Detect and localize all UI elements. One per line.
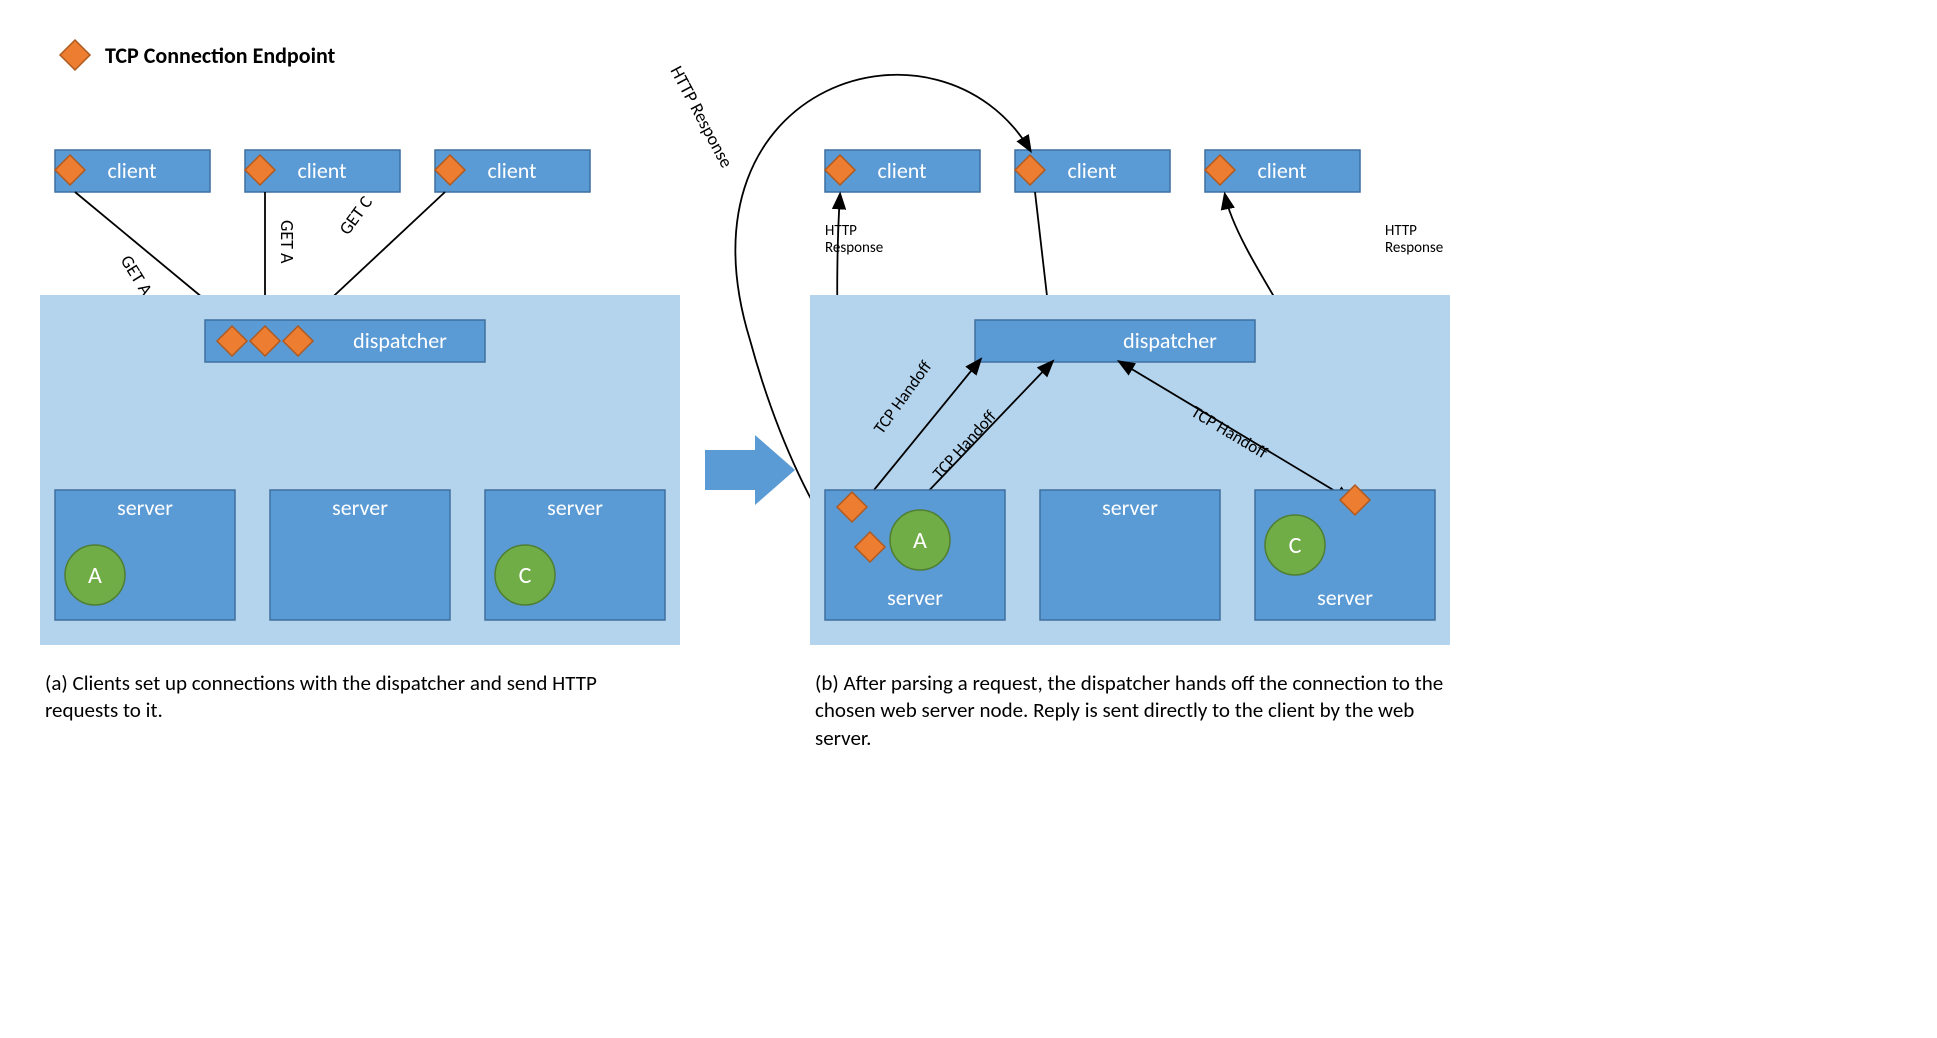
dispatcher-a: dispatcher: [205, 320, 485, 362]
legend: TCP Connection Endpoint: [60, 40, 336, 70]
svg-text:server: server: [332, 494, 388, 521]
diagram-svg: TCP Connection Endpoint client client cl…: [20, 20, 1520, 820]
svg-text:server: server: [117, 494, 173, 521]
svg-text:client: client: [107, 157, 156, 184]
edge-label-http-response-big: HTTP Response: [666, 62, 738, 171]
server-b1: server A: [825, 490, 1005, 620]
client-b3: client: [1205, 150, 1360, 192]
client-a2: client: [245, 150, 400, 192]
server-a1: server A: [55, 490, 235, 620]
client-a3: client: [435, 150, 590, 192]
svg-text:A: A: [88, 561, 102, 590]
svg-text:server: server: [547, 494, 603, 521]
server-b3: server C: [1255, 485, 1435, 620]
caption-b-container: (b) After parsing a request, the dispatc…: [815, 670, 1475, 810]
svg-text:client: client: [877, 157, 926, 184]
edge-label-geta-1: GET A: [116, 251, 158, 300]
panel-b: client client client HTTP Response HTTPR…: [666, 62, 1450, 645]
label-http-response-2: HTTPResponse: [1385, 222, 1443, 257]
svg-text:C: C: [1289, 531, 1302, 560]
svg-text:dispatcher: dispatcher: [1123, 327, 1217, 354]
client-b2: client: [1015, 150, 1170, 192]
svg-text:C: C: [519, 561, 532, 590]
server-a2: server: [270, 490, 450, 620]
edge-label-geta-2: GET A: [276, 220, 298, 264]
svg-text:client: client: [487, 157, 536, 184]
client-a1: client: [55, 150, 210, 192]
svg-text:server: server: [1317, 584, 1373, 611]
svg-text:client: client: [297, 157, 346, 184]
panel-a: client client client GET A GET A GET C d…: [40, 150, 680, 645]
server-b2: server: [1040, 490, 1220, 620]
label-http-response-1: HTTPResponse: [825, 222, 883, 257]
dispatcher-b: dispatcher: [975, 320, 1255, 362]
client-b1: client: [825, 150, 980, 192]
svg-text:client: client: [1257, 157, 1306, 184]
caption-a-container: (a) Clients set up connections with the …: [45, 670, 665, 790]
svg-text:server: server: [1102, 494, 1158, 521]
svg-text:dispatcher: dispatcher: [353, 327, 447, 354]
edge-label-getc: GET C: [334, 191, 377, 239]
svg-text:A: A: [913, 526, 927, 555]
legend-diamond-icon: [60, 40, 90, 70]
svg-text:client: client: [1067, 157, 1116, 184]
caption-a: (a) Clients set up connections with the …: [45, 670, 665, 725]
svg-text:server: server: [887, 584, 943, 611]
transition-arrow-icon: [705, 435, 795, 505]
caption-b: (b) After parsing a request, the dispatc…: [815, 670, 1475, 752]
legend-label: TCP Connection Endpoint: [105, 42, 336, 69]
server-a3: server C: [485, 490, 665, 620]
